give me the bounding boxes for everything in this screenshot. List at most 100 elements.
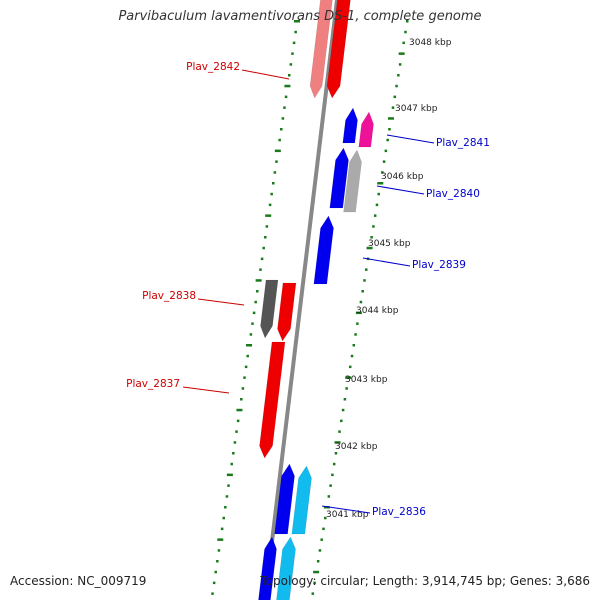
tick-mark [370,236,373,239]
tick-mark [270,192,273,196]
tick-mark [332,462,336,466]
tick-mark [322,527,325,531]
tick-mark [402,41,405,45]
tick-mark [243,376,246,379]
tick-mark [382,160,386,163]
tick-mark [217,538,224,541]
tick-mark [323,506,330,509]
tick-mark [361,290,364,293]
tick-mark [232,452,235,455]
gene-arrow[interactable] [274,463,295,535]
tick-mark [398,52,405,55]
scale-label: 3046 kbp [381,172,424,182]
tick-mark [284,84,291,88]
tick-mark [233,441,237,444]
tick-mark [348,365,352,369]
gene-arrow[interactable] [258,536,277,600]
tick-mark [366,246,373,250]
tick-mark [343,398,347,401]
tick-mark [329,484,332,487]
tick-mark [212,581,216,585]
tick-mark [265,214,272,217]
tick-mark [291,52,294,55]
tick-mark [265,225,269,228]
tick-mark [283,106,286,109]
tick-mark [355,311,362,315]
tick-mark [236,408,243,412]
tick-mark [230,462,233,466]
gene-arrow[interactable] [313,215,334,285]
gene-label[interactable]: Plav_2836 [372,506,426,518]
tick-mark [217,549,221,552]
gene-arrow[interactable] [343,149,362,213]
gene-arrow[interactable] [277,282,297,342]
tick-mark [275,160,278,163]
tick-mark [225,495,229,498]
leader-line [376,185,425,195]
tick-mark [318,549,322,552]
tick-track-left [211,20,300,595]
tick-mark [284,95,288,99]
topology-text: Topology: circular; Length: 3,914,745 bp… [260,574,590,588]
gene-label[interactable]: Plav_2842 [186,61,240,73]
gene-label[interactable]: Plav_2841 [436,137,490,149]
gene-arrow[interactable] [358,111,374,148]
tick-mark [359,300,363,304]
tick-mark [211,592,214,595]
tick-mark [254,300,257,304]
tick-mark [252,311,256,315]
tick-mark [294,20,300,23]
tick-mark [388,128,391,131]
tick-mark [352,344,356,347]
tick-mark [384,149,388,153]
tick-mark [313,581,316,585]
scale-label: 3045 kbp [368,239,411,249]
gene-label[interactable]: Plav_2838 [142,290,196,302]
tick-mark [341,408,345,412]
tick-mark [356,322,359,325]
gene-arrow[interactable] [342,107,358,144]
genome-backbone [263,0,339,600]
tick-mark [406,20,409,23]
gene-label[interactable]: Plav_2839 [412,259,466,271]
tick-mark [365,268,368,271]
tick-mark [381,171,384,174]
tick-mark [294,30,297,34]
tick-mark [397,74,400,77]
gene-label[interactable]: Plav_2837 [126,378,180,390]
scale-label: 3044 kbp [356,306,399,316]
tick-mark [240,398,243,401]
tick-mark [391,106,395,109]
tick-mark [320,538,323,541]
tick-mark [241,387,245,390]
tick-mark [340,419,343,423]
gene-arrow[interactable] [291,465,312,535]
tick-mark [311,592,315,595]
tick-mark [386,138,389,142]
tick-mark [259,268,262,271]
tick-mark [393,95,397,99]
gene-arrow[interactable] [276,536,296,600]
tick-mark [280,128,283,131]
tick-mark [398,63,402,66]
tick-mark [260,257,264,261]
leader-line [362,257,411,267]
gene-arrow[interactable] [326,0,351,99]
gene-arrow[interactable] [329,147,349,209]
scale-labels: 3048 kbp 3047 kbp 3046 kbp 3045 kbp 3044 kbp… [326,38,452,520]
gene-arrow[interactable] [309,0,333,99]
leader-line [197,298,245,306]
tick-mark [262,246,265,250]
scale-label: 3042 kbp [335,442,378,452]
tick-mark [338,430,341,433]
gene-label[interactable]: Plav_2840 [426,188,480,200]
tick-mark [278,138,281,142]
gene-arrow[interactable] [259,341,286,459]
tick-mark [268,203,272,207]
leader-line [241,69,290,80]
tick-mark [289,63,293,66]
tick-mark [216,560,219,563]
tick-mark [316,560,320,563]
gene-arrow[interactable] [260,279,279,339]
